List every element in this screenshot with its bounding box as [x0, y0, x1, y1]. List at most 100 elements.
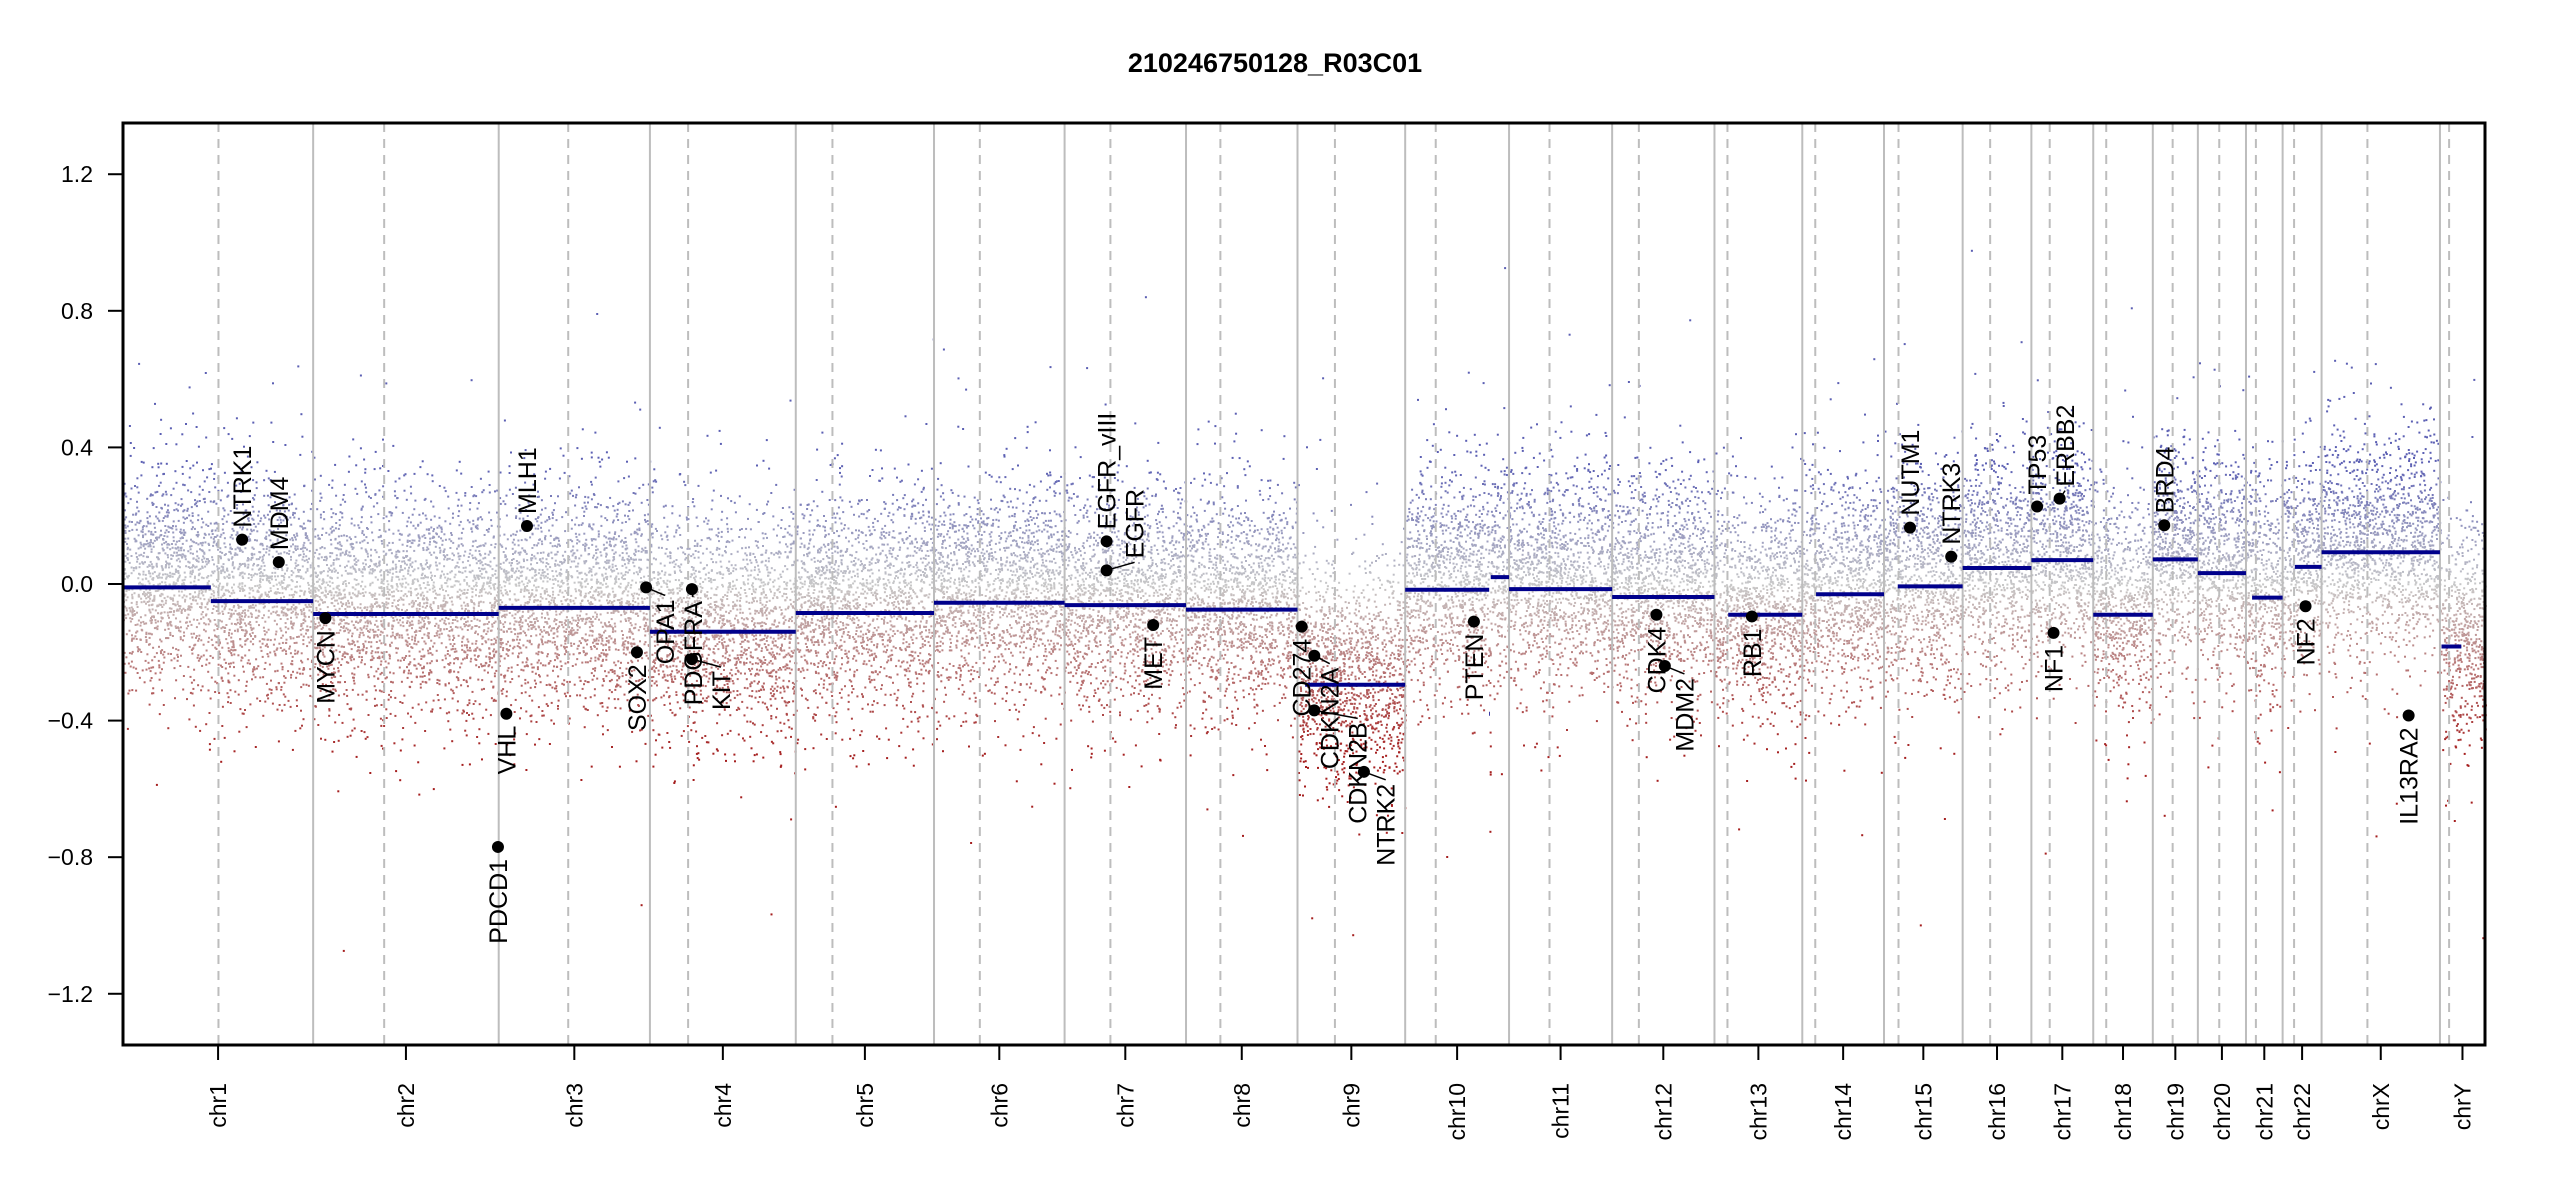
probe-point	[323, 570, 325, 572]
probe-point	[433, 582, 435, 584]
probe-point	[200, 656, 202, 658]
probe-point	[331, 487, 333, 489]
probe-point	[253, 607, 255, 609]
probe-point	[448, 507, 450, 509]
probe-point	[391, 642, 393, 644]
probe-point	[310, 621, 312, 623]
probe-point	[429, 541, 431, 543]
probe-point	[296, 616, 298, 618]
probe-point	[631, 624, 633, 626]
probe-point	[221, 666, 223, 668]
probe-point	[148, 572, 150, 574]
probe-point	[274, 639, 276, 641]
probe-point	[371, 608, 373, 610]
probe-point	[374, 468, 376, 470]
probe-point	[569, 681, 571, 683]
probe-point	[478, 560, 480, 562]
probe-point	[506, 495, 508, 497]
probe-point	[127, 728, 129, 730]
probe-point	[150, 561, 152, 563]
probe-point	[364, 731, 366, 733]
probe-point	[453, 643, 455, 645]
probe-point	[172, 576, 174, 578]
probe-point	[291, 660, 293, 662]
probe-point	[192, 688, 194, 690]
probe-point	[173, 595, 175, 597]
probe-point	[224, 537, 226, 539]
probe-point	[124, 541, 126, 543]
probe-point	[181, 591, 183, 593]
probe-point	[207, 582, 209, 584]
probe-point	[377, 636, 379, 638]
probe-point	[481, 689, 483, 691]
probe-point	[457, 515, 459, 517]
probe-point	[410, 492, 412, 494]
probe-point	[254, 539, 256, 541]
probe-point	[282, 635, 284, 637]
probe-point	[352, 566, 354, 568]
probe-point	[294, 512, 296, 514]
probe-point	[167, 505, 169, 507]
probe-point	[407, 713, 409, 715]
probe-point	[453, 692, 455, 694]
probe-point	[387, 602, 389, 604]
probe-point	[127, 613, 129, 615]
probe-point	[409, 574, 411, 576]
probe-point	[146, 669, 148, 671]
probe-point	[583, 683, 585, 685]
probe-point	[160, 530, 162, 532]
probe-point	[441, 585, 443, 587]
probe-point	[221, 605, 223, 607]
probe-point	[251, 576, 253, 578]
probe-point	[150, 493, 152, 495]
probe-point	[463, 602, 465, 604]
probe-point	[314, 479, 316, 481]
probe-point	[268, 580, 270, 582]
probe-point	[452, 648, 454, 650]
probe-point	[268, 610, 270, 612]
probe-point	[647, 520, 649, 522]
probe-point	[344, 608, 346, 610]
probe-point	[416, 668, 418, 670]
probe-point	[389, 672, 391, 674]
probe-point	[608, 532, 610, 534]
probe-point	[557, 551, 559, 553]
probe-point	[356, 616, 358, 618]
probe-point	[476, 736, 478, 738]
probe-point	[262, 676, 264, 678]
probe-point	[423, 577, 425, 579]
probe-point	[224, 737, 226, 739]
probe-point	[131, 555, 133, 557]
probe-point	[409, 655, 411, 657]
probe-point	[491, 666, 493, 668]
probe-point	[136, 486, 138, 488]
probe-point	[164, 525, 166, 527]
probe-point	[495, 543, 497, 545]
probe-point	[481, 595, 483, 597]
probe-point	[366, 647, 368, 649]
probe-point	[198, 594, 200, 596]
probe-point	[452, 698, 454, 700]
probe-point	[131, 596, 133, 598]
probe-point	[127, 693, 129, 695]
probe-point	[301, 725, 303, 727]
probe-point	[137, 672, 139, 674]
probe-point	[418, 536, 420, 538]
probe-point	[428, 652, 430, 654]
probe-point	[408, 517, 410, 519]
probe-point	[126, 557, 128, 559]
probe-point	[362, 694, 364, 696]
probe-point	[380, 725, 382, 727]
probe-point	[229, 666, 231, 668]
probe-point	[229, 595, 231, 597]
probe-point	[244, 573, 246, 575]
probe-point	[494, 598, 496, 600]
probe-point	[472, 570, 474, 572]
probe-point	[295, 612, 297, 614]
probe-point	[396, 619, 398, 621]
probe-point	[163, 662, 165, 664]
probe-point	[189, 609, 191, 611]
probe-point	[426, 529, 428, 531]
probe-point	[184, 484, 186, 486]
probe-point	[210, 468, 212, 470]
